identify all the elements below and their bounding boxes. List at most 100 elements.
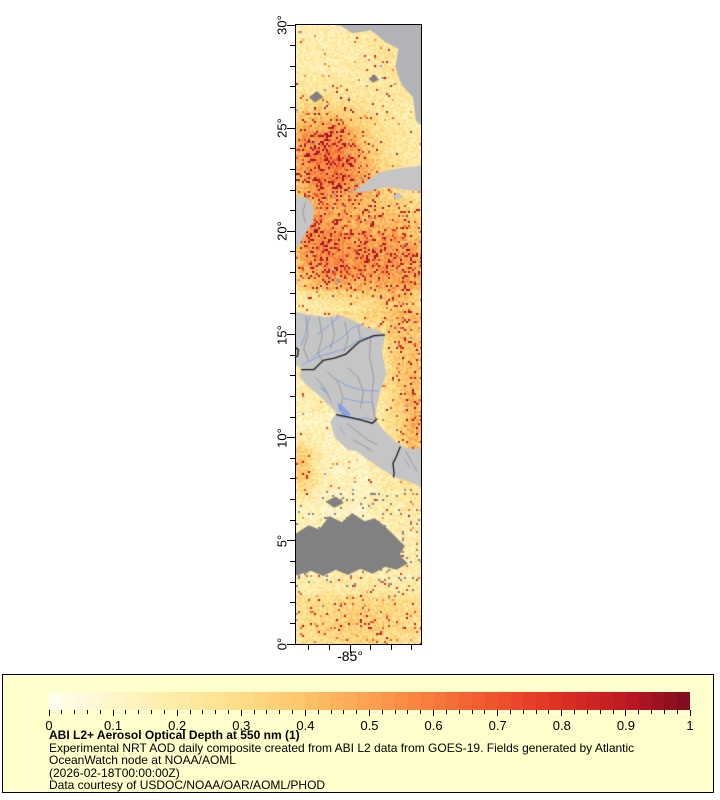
latitude-tick (290, 272, 295, 274)
latitude-tick (290, 354, 295, 356)
colorbar-tick (599, 710, 601, 714)
legend-text-block: ABI L2+ Aerosol Optical Depth at 550 nm … (49, 729, 707, 792)
longitude-tick (328, 645, 330, 650)
colorbar-tick (484, 710, 486, 714)
longitude-tick (308, 645, 310, 650)
colorbar-tick-label: 0.5 (360, 718, 379, 733)
colorbar-tick-label: 0.6 (424, 718, 443, 733)
legend-courtesy-line: Data courtesy of USDOC/NOAA/OAR/AOML/PHO… (49, 778, 326, 792)
latitude-tick (287, 437, 295, 439)
colorbar-tick (86, 710, 88, 714)
colorbar-tick (330, 710, 332, 714)
latitude-tick (290, 519, 295, 521)
colorbar-tick (497, 710, 499, 716)
colorbar-tick (279, 710, 281, 714)
colorbar-tick (586, 710, 588, 714)
colorbar-tick (266, 710, 268, 714)
colorbar-tick (48, 710, 50, 716)
colorbar-tick-label: 0.7 (488, 718, 507, 733)
colorbar-tick (240, 710, 242, 716)
latitude-tick-label: 25° (274, 118, 290, 138)
colorbar-tick-label: 1 (686, 718, 694, 733)
colorbar-tick (420, 710, 422, 714)
colorbar-tick (445, 710, 447, 714)
colorbar-tick (638, 710, 640, 714)
colorbar-tick-label: 0.9 (616, 718, 635, 733)
latitude-tick (290, 292, 295, 294)
colorbar-tick (112, 710, 114, 716)
colorbar-tick (356, 710, 358, 714)
colorbar-tick (394, 710, 396, 714)
legend-title: ABI L2+ Aerosol Optical Depth at 550 nm … (49, 728, 300, 742)
latitude-tick (290, 560, 295, 562)
colorbar-tick (61, 710, 63, 714)
latitude-tick (290, 581, 295, 583)
latitude-tick (287, 230, 295, 232)
colorbar-tick (625, 710, 627, 716)
colorbar-tick-label: 0 (45, 718, 53, 733)
colorbar-tick (99, 710, 101, 714)
colorbar-tick (369, 710, 370, 716)
colorbar-tick (458, 710, 460, 714)
longitude-tick (411, 645, 413, 650)
colorbar-tick (381, 710, 383, 714)
colorbar-tick (471, 710, 473, 714)
latitude-tick (290, 45, 295, 47)
longitude-tick (390, 645, 392, 650)
colorbar-tick (317, 710, 319, 714)
colorbar-tick-label: 0.3 (232, 718, 251, 733)
colorbar-tick (522, 710, 524, 714)
latitude-tick (290, 416, 295, 418)
colorbar-tick (574, 710, 576, 714)
colorbar-tick (138, 710, 140, 714)
colorbar-tick (535, 710, 537, 714)
colorbar-tick-label: 0.8 (552, 718, 571, 733)
latitude-tick (290, 189, 295, 191)
colorbar-tick (304, 710, 306, 716)
latitude-tick (287, 24, 295, 26)
legend-description-line: Experimental NRT AOD daily composite cre… (49, 740, 635, 755)
colorbar-tick (176, 710, 178, 716)
colorbar (49, 692, 690, 710)
latitude-tick (290, 457, 295, 459)
colorbar-tick (125, 710, 127, 714)
colorbar-tick (561, 710, 563, 716)
latitude-tick (290, 499, 295, 501)
colorbar-tick (548, 710, 550, 714)
colorbar-tick (676, 710, 678, 714)
colorbar-tick (689, 710, 691, 716)
latitude-tick-label: 10° (274, 427, 290, 448)
latitude-tick-label: 5° (274, 534, 290, 548)
latitude-tick-label: 20° (274, 221, 290, 242)
latitude-tick (290, 602, 295, 604)
colorbar-tick (651, 710, 653, 714)
colorbar-tick (74, 710, 76, 714)
latitude-tick (290, 107, 295, 109)
latitude-tick (287, 643, 295, 645)
colorbar-tick (612, 710, 614, 714)
latitude-tick (290, 622, 295, 624)
latitude-tick (290, 65, 295, 67)
latitude-tick-label: 0° (274, 637, 290, 651)
colorbar-tick (189, 710, 191, 714)
colorbar-tick (663, 710, 665, 714)
colorbar-tick (510, 710, 512, 714)
legend-panel: 0 0.1 0.2 0.3 0.4 0.5 0.6 0.7 0.8 0.9 1 ABI L2+ Ae… (2, 674, 714, 793)
colorbar-tick (202, 710, 204, 714)
latitude-tick (290, 148, 295, 150)
colorbar-tick-label: 0.4 (296, 718, 315, 733)
legend-description-line: OceanWatch node at NOAA/AOML (49, 753, 236, 767)
colorbar-tick-label: 0.1 (104, 718, 123, 733)
colorbar-tick-label: 0.2 (168, 718, 187, 733)
latitude-tick (290, 478, 295, 480)
longitude-tick (370, 645, 372, 650)
longitude-tick-label: -85° (337, 648, 363, 664)
colorbar-tick (151, 710, 153, 714)
latitude-tick (290, 395, 295, 397)
latitude-tick (290, 168, 295, 170)
latitude-tick (290, 313, 295, 315)
latitude-tick (290, 210, 295, 212)
latitude-tick-label: 30° (274, 15, 290, 35)
colorbar-tick (253, 710, 255, 714)
